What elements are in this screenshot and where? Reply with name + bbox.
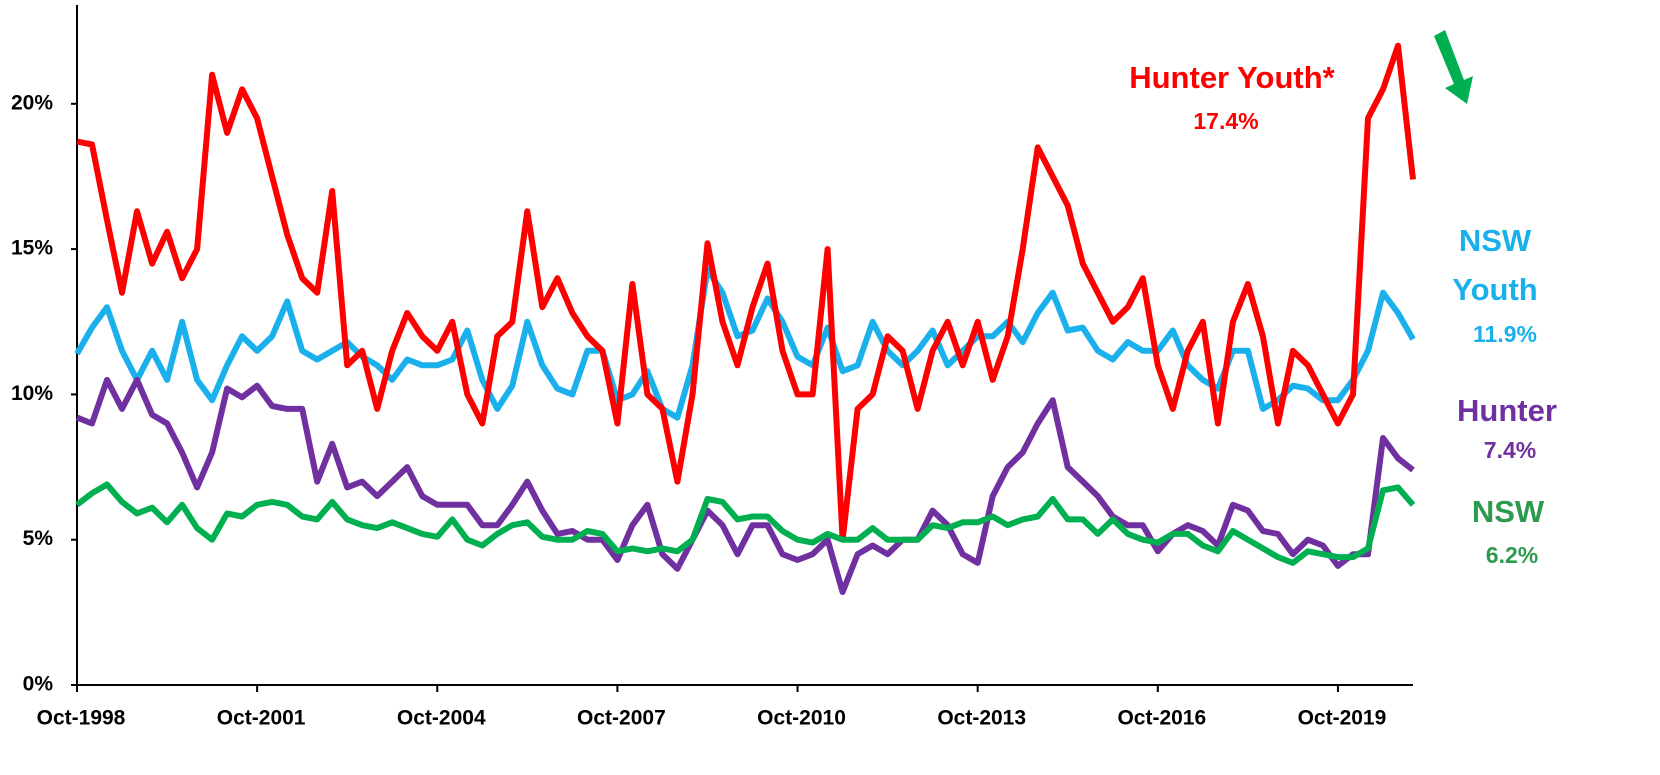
end-value-label: 17.4% <box>1193 108 1259 134</box>
down-arrow <box>1434 30 1473 104</box>
series-label: NSW Youth <box>1452 223 1538 307</box>
x-tick-label: Oct-2013 <box>937 707 1026 730</box>
series-label: NSW <box>1471 494 1545 529</box>
series-line <box>76 42 1416 543</box>
y-tick-label: 5% <box>23 527 54 550</box>
end-value-label: 7.4% <box>1483 437 1537 463</box>
series-line <box>75 481 1416 566</box>
y-tick-label: 10% <box>11 382 53 405</box>
x-tick-label: Oct-2004 <box>397 707 486 730</box>
y-tick-label: 0% <box>23 673 54 696</box>
series-line <box>75 376 1415 595</box>
y-tick-label: 20% <box>11 91 53 114</box>
series-label: Hunter <box>1457 393 1557 428</box>
x-tick-label: Oct-2001 <box>217 707 306 730</box>
x-tick-label: Oct-2007 <box>577 707 666 730</box>
x-tick-label: Oct-2019 <box>1298 707 1387 730</box>
y-tick-label: 15% <box>11 237 53 260</box>
series-label: Hunter Youth* <box>1129 60 1335 95</box>
end-value-label: 11.9% <box>1473 321 1537 347</box>
end-value-label: 6.2% <box>1485 542 1539 568</box>
x-tick-label: Oct-2010 <box>757 707 846 730</box>
x-tick-label: Oct-2016 <box>1117 707 1206 730</box>
x-tick-label: Oct-1998 <box>37 707 126 730</box>
